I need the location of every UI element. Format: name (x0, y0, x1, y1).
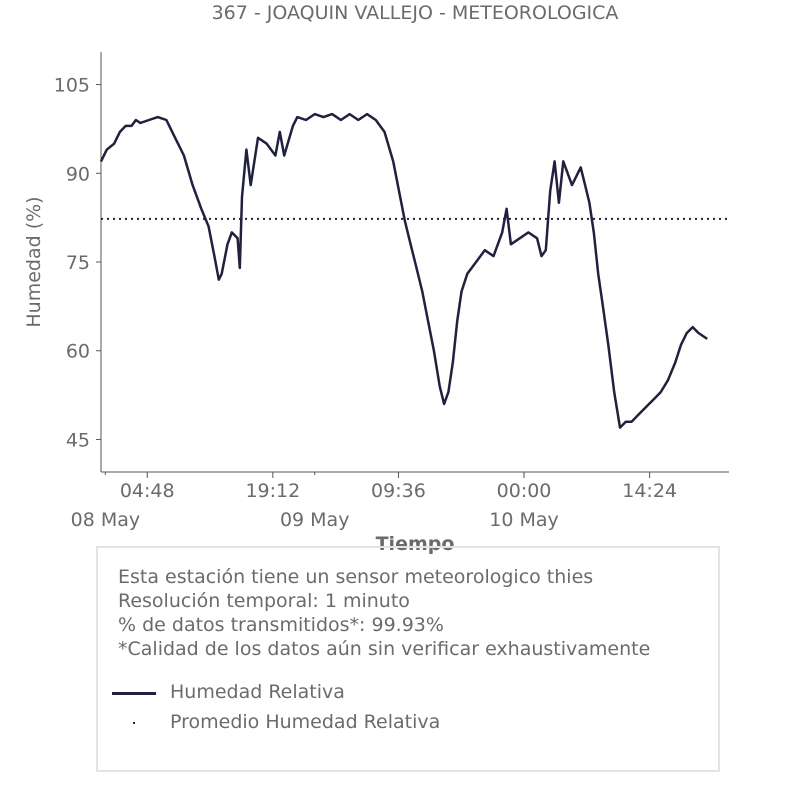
y-tick-label: 105 (54, 75, 90, 97)
x-tick-label: 19:12 (245, 480, 300, 502)
station-info-box: Esta estación tiene un sensor meteorolog… (96, 546, 720, 772)
info-quality-note: *Calidad de los datos aún sin verificar … (118, 638, 651, 660)
x-tick-label: 00:00 (497, 480, 552, 502)
humidity-series-line (99, 112, 708, 429)
x-tick-label: 09:36 (371, 480, 426, 502)
info-resolution-text: Resolución temporal: 1 minuto (118, 590, 410, 612)
legend-item-promedio: Promedio Humedad Relativa (110, 711, 670, 735)
y-tick-label: 60 (66, 341, 90, 363)
x-tick-label: 14:24 (622, 480, 677, 502)
y-tick-label: 90 (66, 163, 90, 185)
chart-title: 367 - JOAQUIN VALLEJO - METEOROLOGICA (211, 2, 619, 24)
legend-line-swatch (112, 692, 156, 695)
y-axis-ticks: 45 60 75 90 105 (54, 75, 101, 451)
chart-series (99, 112, 729, 429)
legend-dot-swatch (133, 722, 135, 724)
y-tick-label: 45 (66, 429, 90, 451)
legend-label: Promedio Humedad Relativa (170, 711, 441, 733)
x-date-label: 09 May (280, 509, 350, 531)
info-sensor-text: Esta estación tiene un sensor meteorolog… (118, 566, 594, 588)
x-date-label: 10 May (489, 509, 559, 531)
humidity-line-chart: 45 60 75 90 105 04:48 19:12 09:36 00:00 14:24 08 … (54, 52, 729, 531)
legend-item-humedad: Humedad Relativa (110, 681, 670, 705)
x-axis-label: Tiempo (375, 533, 455, 555)
x-tick-label: 04:48 (120, 480, 175, 502)
legend-label: Humedad Relativa (170, 681, 345, 703)
x-date-label: 08 May (71, 509, 141, 531)
x-axis-ticks: 04:48 19:12 09:36 00:00 14:24 08 May 09 May 10 … (71, 472, 677, 531)
y-tick-label: 75 (66, 252, 90, 274)
info-transmission-text: % de datos transmitidos*: 99.93% (118, 614, 444, 636)
